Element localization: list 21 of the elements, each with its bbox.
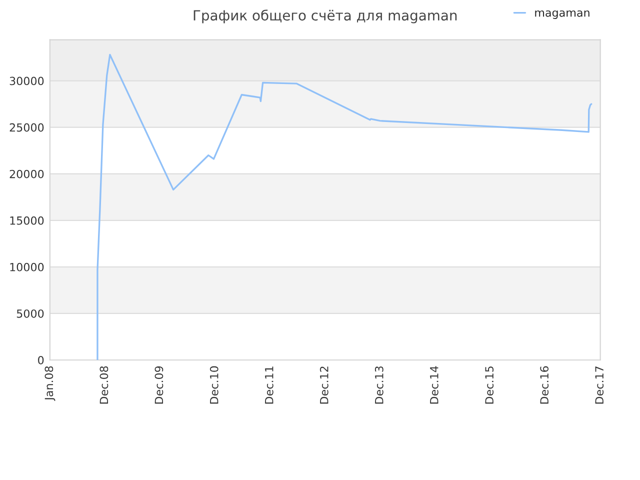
y-tick-label: 0 — [38, 356, 44, 364]
x-tick-label: Jan.08 — [44, 366, 56, 401]
x-tick-label: Dec.14 — [430, 366, 438, 404]
x-tick-label: Dec.08 — [100, 366, 108, 404]
y-tick-label: 5000 — [16, 309, 44, 318]
x-tick-label: Dec.12 — [320, 366, 328, 404]
legend-label: magaman — [535, 10, 590, 19]
line-series — [96, 54, 592, 360]
x-tick-label: Dec.13 — [374, 366, 384, 404]
y-tick-label: 10000 — [10, 262, 44, 272]
x-tick-label: Dec.17 — [595, 366, 604, 404]
y-tick-label: 15000 — [10, 216, 44, 225]
y-tick-label: 20000 — [10, 170, 44, 178]
x-tick-label: Dec.10 — [210, 366, 218, 404]
x-tick-label: Dec.11 — [265, 366, 274, 404]
x-tick-label: Dec.15 — [485, 366, 494, 404]
chart-title: График общего счёта для magaman — [194, 10, 457, 24]
y-tick-label: 30000 — [10, 76, 44, 86]
x-tick-label: Dec.16 — [540, 366, 549, 404]
y-tick-label: 25000 — [10, 123, 44, 132]
x-tick-label: Dec.09 — [154, 366, 164, 404]
